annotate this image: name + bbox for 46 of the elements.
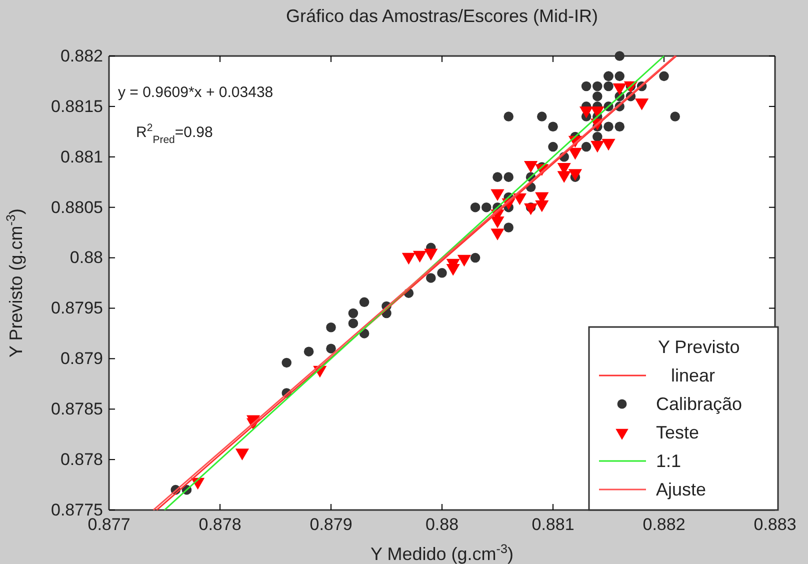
x-tick-label: 0.881 [532, 515, 574, 534]
y-tick-label: 0.88 [70, 248, 103, 268]
point [590, 140, 604, 153]
chart-title: Gráfico das Amostras/Escores (Mid-IR) [286, 6, 598, 26]
legend-label: Calibração [656, 394, 742, 414]
y-tick-label: 0.8795 [51, 298, 103, 318]
x-tick-label: 0.883 [754, 515, 796, 534]
y-tick-label: 0.8785 [51, 400, 103, 419]
point [568, 169, 582, 181]
y-tick-label: 0.881 [60, 147, 103, 166]
y-tick-label: 0.8805 [51, 198, 103, 217]
point [590, 106, 604, 118]
point [557, 171, 571, 183]
x-tick-label: 0.882 [642, 515, 686, 534]
annotation: y = 0.9609*x + 0.03438 [118, 84, 274, 101]
y-tick-label: 0.882 [60, 46, 103, 66]
x-axis-title: Y Medido (g.cm$^{-3}$) [370, 542, 514, 564]
legend-label: linear [671, 366, 716, 386]
point [457, 254, 471, 267]
point [235, 448, 249, 460]
point [424, 248, 438, 261]
annotation: R$^{2}$$_{Pred}$=0.98 [136, 122, 213, 146]
point [524, 203, 538, 216]
x-tick-label: 0.878 [198, 515, 242, 534]
x-tick-label: 0.879 [310, 515, 352, 534]
point [602, 138, 616, 151]
point [635, 98, 649, 110]
point [402, 252, 416, 265]
y-tick-label: 0.879 [60, 349, 103, 368]
point [446, 264, 460, 276]
legend-title: Y Previsto [658, 337, 740, 357]
y-tick-label: 0.8815 [51, 96, 103, 116]
legend-label: Teste [656, 422, 700, 442]
point [490, 228, 504, 240]
y-tick-label: 0.878 [60, 450, 103, 469]
legend-label: 1:1 [656, 451, 682, 471]
point [490, 216, 504, 228]
point [524, 161, 538, 173]
legend-label: Ajuste [656, 480, 706, 500]
point [413, 250, 427, 263]
point [490, 189, 504, 202]
point [580, 106, 594, 118]
point [612, 83, 626, 96]
x-tick-label: 0.88 [425, 515, 459, 534]
point [568, 148, 582, 160]
point [535, 200, 549, 212]
